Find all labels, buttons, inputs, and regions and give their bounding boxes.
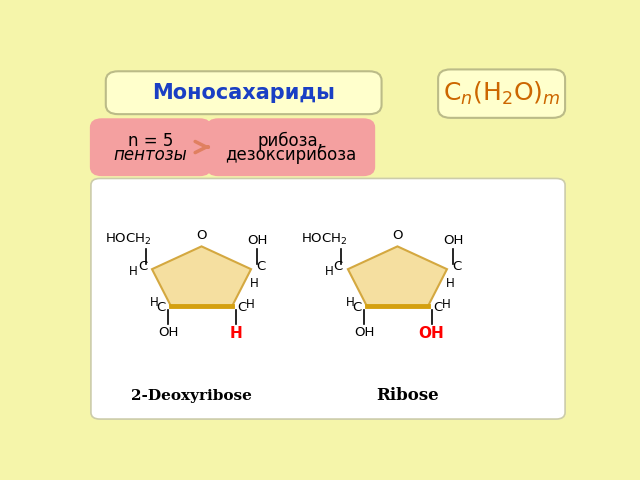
Text: пентозы: пентозы (114, 145, 188, 164)
Text: C: C (256, 260, 265, 273)
Text: H: H (442, 298, 451, 311)
Text: OH: OH (354, 326, 374, 339)
Text: рибоза,: рибоза, (258, 132, 324, 150)
Text: C: C (452, 260, 461, 273)
Text: HOCH$_2$: HOCH$_2$ (301, 232, 348, 247)
Text: HOCH$_2$: HOCH$_2$ (105, 232, 152, 247)
Text: H: H (229, 326, 242, 341)
Text: H: H (129, 264, 138, 277)
Text: H: H (246, 298, 255, 311)
Text: O: O (392, 229, 403, 242)
Polygon shape (152, 246, 251, 306)
Text: OH: OH (419, 326, 444, 341)
Text: O: O (196, 229, 207, 242)
Text: C: C (138, 260, 147, 273)
Text: OH: OH (444, 234, 463, 247)
Text: C: C (433, 301, 442, 314)
Text: OH: OH (158, 326, 179, 339)
FancyBboxPatch shape (438, 70, 565, 118)
Text: OH: OH (247, 234, 268, 247)
FancyBboxPatch shape (106, 71, 381, 114)
Text: H: H (150, 296, 159, 309)
Text: H: H (346, 296, 355, 309)
Text: Ribose: Ribose (376, 387, 438, 404)
Text: H: H (325, 264, 334, 277)
Text: C: C (353, 301, 362, 314)
Text: 2-Deoxyribose: 2-Deoxyribose (131, 389, 252, 403)
Text: H: H (250, 276, 259, 289)
Text: C$_n$(H$_2$O)$_m$: C$_n$(H$_2$O)$_m$ (443, 80, 561, 107)
FancyBboxPatch shape (91, 120, 211, 175)
Polygon shape (348, 246, 447, 306)
Text: дезоксирибоза: дезоксирибоза (225, 145, 356, 164)
Text: C: C (157, 301, 166, 314)
FancyBboxPatch shape (207, 120, 374, 175)
FancyBboxPatch shape (91, 179, 565, 419)
Text: n = 5: n = 5 (128, 132, 173, 150)
Text: C: C (333, 260, 343, 273)
Text: Моносахариды: Моносахариды (152, 83, 335, 103)
Text: C: C (237, 301, 246, 314)
Text: H: H (445, 276, 454, 289)
